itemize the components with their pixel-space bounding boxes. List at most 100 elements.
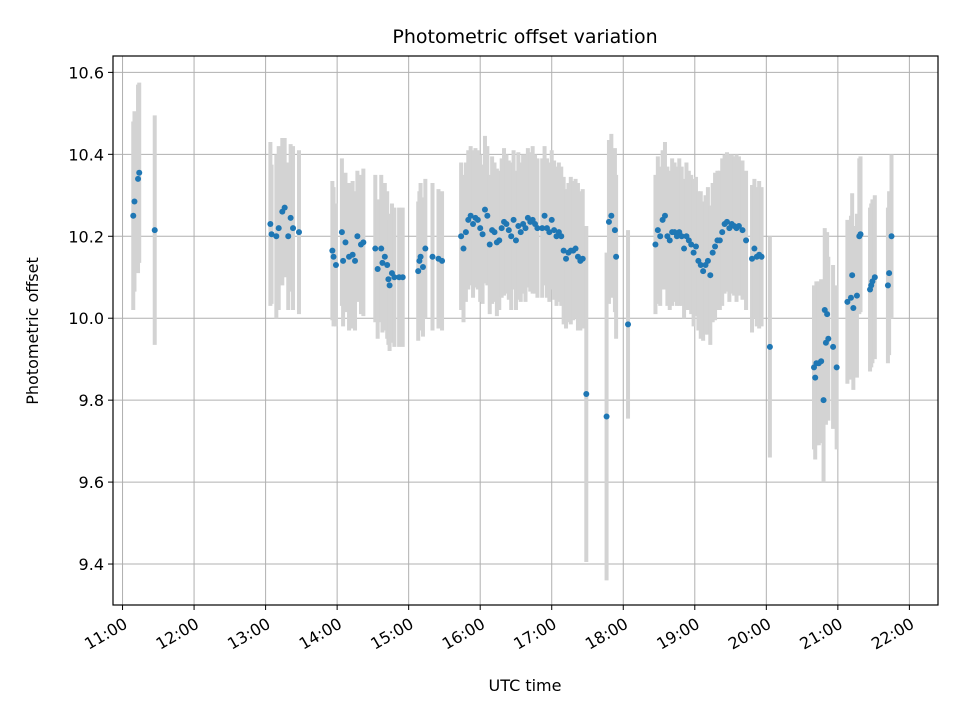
- data-point: [151, 227, 158, 234]
- data-point: [707, 272, 714, 279]
- data-point: [541, 212, 548, 219]
- data-point: [739, 227, 746, 234]
- data-point: [415, 268, 422, 275]
- x-axis-title: UTC time: [489, 676, 562, 695]
- data-point: [342, 239, 349, 246]
- data-point: [467, 212, 474, 219]
- data-point: [625, 321, 632, 328]
- data-point: [510, 216, 517, 223]
- data-point: [381, 253, 388, 260]
- y-axis-ticks: 9.4 9.6 9.8 10.0 10.2 10.4 10.6: [68, 63, 113, 574]
- data-point: [820, 397, 827, 404]
- data-point: [486, 241, 493, 248]
- data-point: [681, 245, 688, 252]
- data-point: [534, 225, 541, 232]
- data-point: [422, 245, 429, 252]
- data-point: [749, 255, 756, 262]
- data-point: [825, 335, 832, 342]
- data-point: [692, 243, 699, 250]
- data-point: [417, 253, 424, 260]
- data-point: [688, 241, 695, 248]
- data-point: [546, 229, 553, 236]
- data-point: [491, 229, 498, 236]
- data-point: [849, 272, 856, 279]
- data-point: [678, 233, 685, 240]
- data-point: [512, 237, 519, 244]
- data-point: [830, 343, 837, 350]
- data-point: [508, 233, 515, 240]
- data-point: [281, 204, 288, 211]
- data-point: [462, 229, 469, 236]
- data-point: [330, 253, 337, 260]
- data-point: [611, 227, 618, 234]
- data-point: [690, 249, 697, 256]
- data-point: [583, 391, 590, 398]
- data-point: [479, 231, 486, 238]
- data-point: [470, 220, 477, 227]
- data-point: [579, 255, 586, 262]
- data-point: [539, 225, 546, 232]
- data-point: [853, 292, 860, 299]
- data-point: [558, 233, 565, 240]
- y-tick-label: 9.8: [79, 391, 104, 410]
- data-point: [608, 212, 615, 219]
- data-point: [888, 233, 895, 240]
- data-point: [700, 268, 707, 275]
- data-points: [130, 169, 895, 420]
- data-point: [136, 169, 143, 176]
- data-point: [384, 261, 391, 268]
- data-point: [391, 274, 398, 281]
- data-point: [295, 229, 302, 236]
- plot-frame: [112, 55, 939, 606]
- data-point: [515, 223, 522, 230]
- data-point: [666, 237, 673, 244]
- data-point: [719, 229, 726, 236]
- data-point: [130, 212, 137, 219]
- data-point: [385, 276, 392, 283]
- data-point: [498, 225, 505, 232]
- data-point: [522, 225, 529, 232]
- y-tick-label: 9.6: [79, 473, 104, 492]
- data-point: [605, 218, 612, 225]
- data-point: [340, 257, 347, 264]
- data-point: [349, 251, 356, 258]
- data-point: [287, 214, 294, 221]
- data-point: [429, 253, 436, 260]
- chart-title: Photometric offset variation: [392, 26, 657, 48]
- data-point: [474, 216, 481, 223]
- data-point: [572, 245, 579, 252]
- data-point: [812, 374, 819, 381]
- data-point: [818, 358, 825, 365]
- data-point: [833, 364, 840, 371]
- data-point: [560, 247, 567, 254]
- data-point: [419, 263, 426, 270]
- data-point: [758, 253, 765, 260]
- data-point: [332, 261, 339, 268]
- data-point: [273, 233, 280, 240]
- data-point: [857, 231, 864, 238]
- data-point: [372, 245, 379, 252]
- data-point: [329, 247, 336, 254]
- data-point: [652, 241, 659, 248]
- data-point: [360, 239, 367, 246]
- data-point: [484, 212, 491, 219]
- y-tick-label: 10.0: [68, 309, 104, 328]
- data-point: [378, 245, 385, 252]
- data-point: [548, 216, 555, 223]
- data-point: [844, 298, 851, 305]
- data-point: [657, 233, 664, 240]
- data-point: [477, 225, 484, 232]
- data-point: [551, 227, 558, 234]
- data-point: [503, 220, 510, 227]
- data-point: [386, 282, 393, 289]
- data-point: [709, 249, 716, 256]
- data-point: [847, 294, 854, 301]
- data-point: [481, 206, 488, 213]
- y-tick-label: 9.4: [79, 555, 104, 574]
- data-point: [697, 261, 704, 268]
- data-point: [871, 274, 878, 281]
- y-tick-label: 10.6: [68, 63, 104, 82]
- data-point: [884, 282, 891, 289]
- data-point: [496, 237, 503, 244]
- data-point: [723, 218, 730, 225]
